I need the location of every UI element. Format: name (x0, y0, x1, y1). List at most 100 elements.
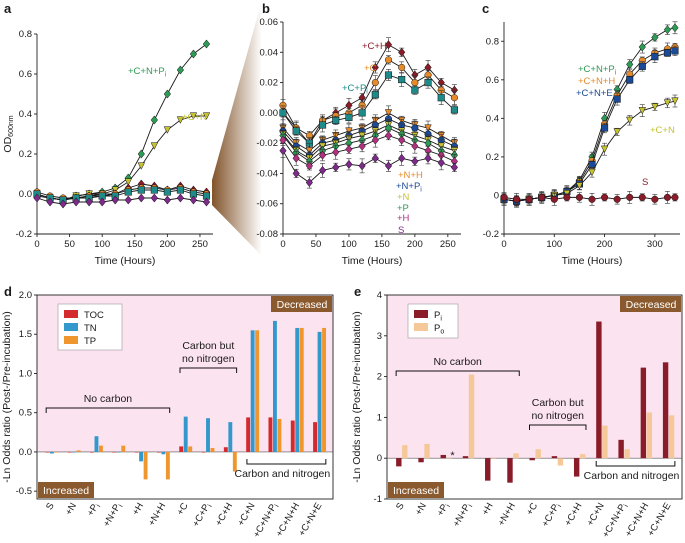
bar-TN-+C+H (228, 422, 233, 452)
data-point (651, 103, 659, 111)
data-point (72, 197, 80, 207)
increased-tag-bg (38, 482, 94, 498)
series-+C+Pi (33, 186, 211, 204)
x-tick-label: 250 (192, 239, 208, 250)
data-point (588, 161, 596, 169)
y-tick-label: 0 (494, 190, 499, 201)
data-point (371, 153, 379, 163)
category-label: +C+H (563, 501, 585, 528)
series-label: +C+H (362, 41, 387, 52)
bar-TOC-S (45, 451, 50, 453)
data-point (176, 193, 185, 203)
y-tick-label: 1.0 (19, 368, 32, 379)
bar-Po-+C (535, 449, 541, 459)
data-point (384, 109, 393, 117)
panel-label: c (482, 1, 489, 16)
y-tick-label: 0.5 (19, 408, 32, 419)
x-tick-label: 150 (127, 239, 143, 250)
bar-TP-+C+H (232, 451, 237, 472)
category-label: +C (524, 501, 540, 517)
bracket-carbon-and-nitrogen (595, 461, 676, 467)
x-tick-label: 50 (311, 239, 322, 250)
bar-TOC-+C+H (223, 447, 228, 452)
bar-Pi-S (396, 458, 402, 467)
data-point (538, 193, 546, 201)
data-point (332, 162, 340, 172)
data-point (59, 199, 67, 209)
data-point (318, 150, 327, 160)
bar-TOC-+C+N (246, 417, 251, 452)
data-point (588, 195, 596, 203)
data-point (671, 193, 679, 201)
bar-Po-+H (491, 458, 497, 459)
panel-a: a 0 50 100 150 200 250 -0.2 0.0 0.2 0.4 0.6 0.8 Time … (2, 1, 213, 267)
x-tick-label: 200 (159, 239, 175, 250)
panel-d: d -0.5 0.0 0.5 1.0 1.5 2.0 -Ln Odds ratio (Post… (1, 284, 334, 540)
plot-frame (36, 294, 334, 500)
data-point (575, 193, 583, 201)
data-point (279, 146, 287, 156)
increased-tag: Increased (393, 485, 439, 497)
data-point (384, 71, 393, 79)
y-tick-label: 0.02 (260, 78, 279, 89)
bracket-no-carbon (45, 407, 171, 413)
x-axis-title: Time (Hours) (342, 255, 403, 267)
category-label: +N+H (496, 501, 518, 528)
y-tick-label: -0.2 (483, 229, 499, 240)
data-point (163, 126, 172, 134)
data-point (176, 186, 184, 194)
y-tick-label: -0.04 (256, 168, 278, 179)
series-label: +P (397, 203, 409, 214)
zoom-wedge (212, 0, 262, 256)
bar-TN-+H (139, 451, 144, 462)
data-point (651, 53, 659, 61)
y-tick-label: 0 (377, 453, 382, 464)
data-point (411, 86, 419, 94)
data-point (189, 195, 198, 205)
bar-Pi-+C+N+H (640, 367, 647, 459)
legend-d: TOC TN TP (57, 303, 123, 351)
category-label: +N (413, 501, 429, 517)
bar-TN-+C (183, 416, 188, 452)
data-point (411, 124, 419, 132)
category-label: +H (130, 501, 146, 517)
y-tick-label: 0.6 (486, 75, 499, 86)
data-point (137, 149, 145, 159)
bar-TN-+C+Pi (206, 418, 210, 452)
data-point (332, 147, 340, 157)
category-label: +N+Pi (101, 501, 125, 530)
data-point (202, 112, 211, 120)
category-label: +N+H (146, 501, 168, 528)
data-point (371, 79, 379, 87)
legend-swatch-TOC (64, 310, 78, 318)
bar-Pi-+N (418, 458, 424, 463)
data-point (124, 195, 132, 205)
data-point (345, 100, 353, 110)
label-no-nitrogen: no nitrogen (182, 353, 235, 365)
data-point (345, 144, 353, 154)
data-point (613, 128, 621, 136)
category-label: +C+Pi (540, 501, 564, 530)
y-tick-label: 2 (377, 372, 382, 383)
data-point (189, 112, 198, 120)
data-point (163, 188, 171, 196)
data-point (124, 178, 132, 186)
bar-TP-+C+N+H (299, 327, 304, 452)
increased-tag-bg (388, 482, 444, 498)
data-point (345, 159, 353, 169)
data-point (663, 193, 671, 201)
x-tick-label: 0 (501, 239, 506, 250)
y-tick-label: -0.08 (256, 229, 278, 240)
data-point (137, 193, 145, 203)
data-point (411, 156, 419, 166)
x-tick-label: 250 (440, 239, 456, 250)
increased-tag: Increased (43, 485, 89, 497)
bar-TOC-+C+N+E (313, 422, 317, 452)
y-tick-label: 0.8 (486, 36, 499, 47)
data-point (601, 124, 609, 132)
x-axis-title: Time (Hours) (562, 255, 623, 267)
bar-TP-+N (76, 450, 81, 452)
y-axis-title: OD600nm (2, 115, 15, 152)
label-carbon-but: Carbon but (182, 340, 234, 352)
data-point (613, 195, 621, 203)
